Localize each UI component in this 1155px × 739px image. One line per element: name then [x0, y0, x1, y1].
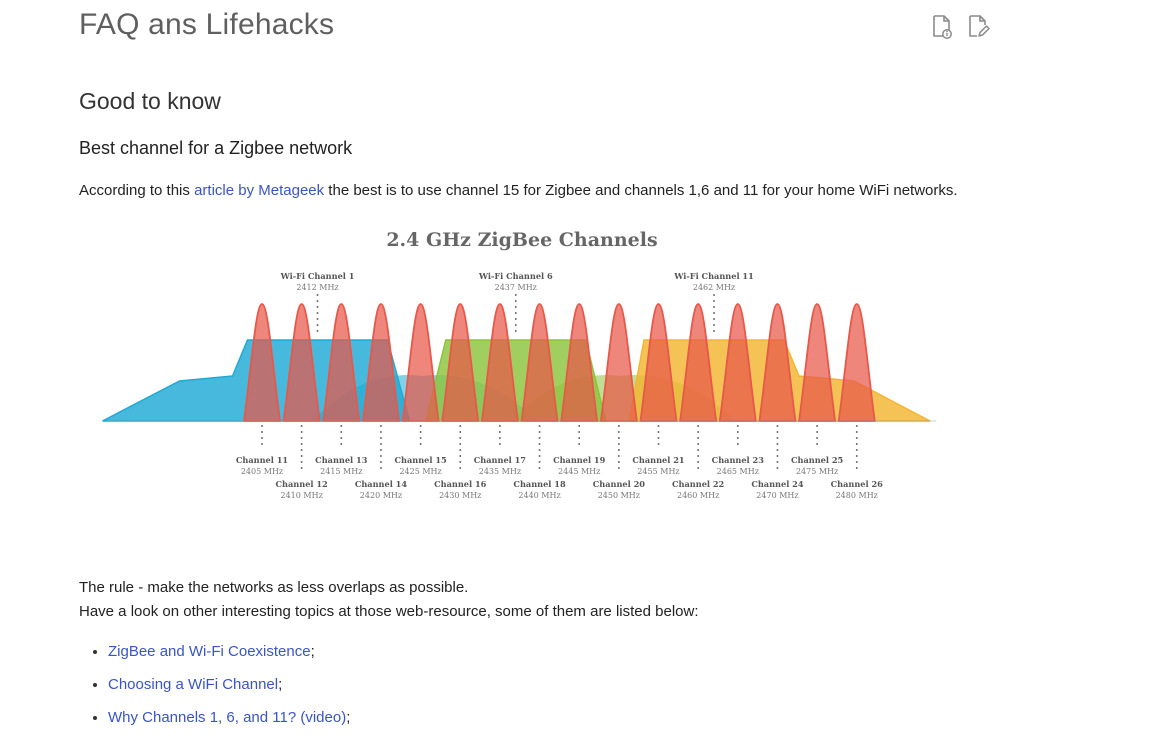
zigbee-channel-label: Channel 12: [276, 479, 328, 489]
zigbee-channel-freq: 2465 MHz: [717, 467, 759, 476]
wifi-channel-label: Wi-Fi Channel 1: [280, 271, 355, 281]
choosing-wifi-channel-link[interactable]: Choosing a WiFi Channel: [108, 676, 279, 693]
zigbee-peak: [718, 303, 757, 422]
zigbee-channel-label: Channel 14: [355, 479, 408, 489]
wifi-channel-freq: 2437 MHz: [495, 283, 537, 292]
zigbee-channel-label: Channel 18: [513, 479, 566, 489]
zigbee-channel-freq: 2415 MHz: [320, 467, 362, 476]
wifi-channel-freq: 2462 MHz: [693, 283, 735, 292]
zigbee-channel-label: Channel 13: [315, 455, 368, 465]
section-subheading: Best channel for a Zigbee network: [79, 138, 353, 158]
zigbee-channel-label: Channel 11: [236, 455, 288, 465]
resource-links-list: ZigBee and Wi-Fi Coexistence; Choosing a…: [90, 640, 350, 739]
zigbee-channel-label: Channel 26: [831, 479, 884, 489]
zigbee-peak: [599, 303, 638, 422]
zigbee-peak: [242, 303, 282, 422]
zigbee-channels-chart: 2.4 GHz ZigBee Channels Wi-Fi Channel 1 24…: [100, 218, 945, 518]
zigbee-channel-freq: 2435 MHz: [479, 467, 521, 476]
zigbee-peak: [639, 303, 678, 422]
intro-text-after: the best is to use channel 15 for Zigbee…: [324, 182, 958, 199]
intro-text-before: According to this: [79, 182, 195, 199]
section-heading: Good to know: [79, 88, 221, 114]
document-info-icon[interactable]: [930, 14, 954, 40]
list-item-suffix: ;: [278, 676, 283, 693]
list-item: ZigBee and Wi-Fi Coexistence;: [108, 640, 350, 673]
zigbee-channel-label: Channel 24: [751, 479, 804, 489]
zigbee-channel-freq: 2450 MHz: [598, 491, 640, 500]
zigbee-channel-label: Channel 25: [791, 455, 844, 465]
chart-svg: 2.4 GHz ZigBee Channels Wi-Fi Channel 1 24…: [102, 229, 936, 500]
intro-paragraph: According to this article by Metageek th…: [79, 182, 958, 199]
zigbee-peak: [401, 303, 440, 422]
wifi-channel-label: Wi-Fi Channel 11: [673, 271, 754, 281]
why-channels-video-link[interactable]: Why Channels 1, 6, and 11? (video): [108, 709, 347, 726]
zigbee-channel-label: Channel 16: [434, 479, 487, 489]
zigbee-channel-freq: 2440 MHz: [518, 491, 560, 500]
zigbee-peak: [361, 303, 400, 422]
zigbee-channel-label: Channel 17: [474, 455, 527, 465]
zigbee-channel-freq: 2445 MHz: [558, 467, 600, 476]
zigbee-channel-freq: 2405 MHz: [241, 467, 283, 476]
zigbee-peak: [322, 303, 361, 422]
page-actions: [930, 14, 990, 40]
zigbee-channel-freq: 2460 MHz: [677, 491, 719, 500]
zigbee-peak: [758, 303, 797, 422]
wifi-channel-label: Wi-Fi Channel 6: [478, 271, 553, 281]
zigbee-channel-label: Channel 20: [593, 479, 646, 489]
list-item: Why Channels 1, 6, and 11? (video);: [108, 706, 350, 739]
document-edit-icon[interactable]: [966, 14, 990, 40]
zigbee-peak: [480, 303, 519, 422]
zigbee-channel-label: Channel 19: [553, 455, 606, 465]
zigbee-peak: [520, 303, 559, 422]
list-item-suffix: ;: [346, 709, 351, 726]
zigbee-peak: [679, 303, 718, 422]
zigbee-peak: [837, 303, 876, 422]
page-title: FAQ ans Lifehacks: [79, 8, 335, 41]
zigbee-channel-freq: 2430 MHz: [439, 491, 481, 500]
zigbee-channel-freq: 2475 MHz: [796, 467, 838, 476]
zigbee-channel-label: Channel 23: [712, 455, 765, 465]
zigbee-channel-freq: 2455 MHz: [637, 467, 679, 476]
zigbee-channel-label: Channel 21: [632, 455, 684, 465]
coexistence-link[interactable]: ZigBee and Wi-Fi Coexistence: [108, 643, 311, 660]
zigbee-channel-label: Channel 22: [672, 479, 724, 489]
rule-paragraph: The rule - make the networks as less ove…: [79, 576, 699, 624]
zigbee-channel-freq: 2420 MHz: [360, 491, 402, 500]
wifi-channel-freq: 2412 MHz: [296, 283, 338, 292]
zigbee-peak: [282, 303, 321, 422]
zigbee-channel-freq: 2410 MHz: [281, 491, 323, 500]
zigbee-channel-label: Channel 15: [394, 455, 447, 465]
zigbee-channel-freq: 2470 MHz: [756, 491, 798, 500]
chart-title: 2.4 GHz ZigBee Channels: [386, 229, 657, 251]
metageek-article-link[interactable]: article by Metageek: [194, 182, 325, 199]
zigbee-peak: [441, 303, 480, 422]
zigbee-channel-freq: 2480 MHz: [836, 491, 878, 500]
lookup-text: Have a look on other interesting topics …: [79, 603, 699, 620]
zigbee-peak: [798, 303, 837, 422]
list-item-suffix: ;: [310, 643, 315, 660]
list-item: Choosing a WiFi Channel;: [108, 673, 350, 706]
zigbee-channel-freq: 2425 MHz: [399, 467, 441, 476]
zigbee-peak: [560, 303, 599, 422]
rule-text: The rule - make the networks as less ove…: [79, 579, 469, 596]
